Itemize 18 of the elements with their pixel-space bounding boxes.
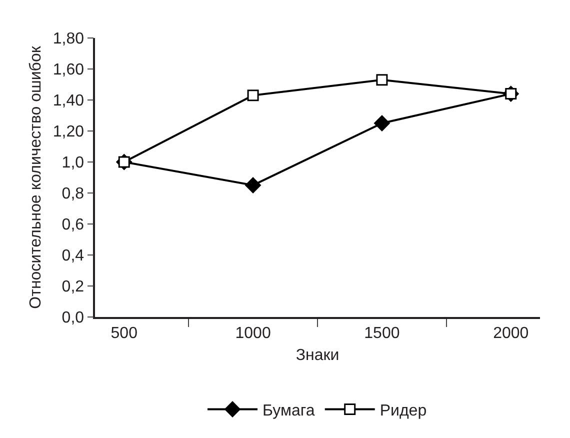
y-tick-label: 1,0 bbox=[62, 154, 84, 172]
y-tick-label: 0,0 bbox=[62, 310, 84, 327]
y-axis-title: Относительное количество ошибок bbox=[27, 45, 44, 309]
y-tick-label: 1,40 bbox=[52, 92, 84, 110]
legend-label: Бумага bbox=[262, 402, 315, 420]
y-tick-label: 1,60 bbox=[52, 62, 84, 79]
y-tick-label: 1,80 bbox=[52, 30, 84, 48]
y-tick-label: 1,20 bbox=[52, 124, 84, 141]
legend-label: Ридер bbox=[380, 402, 427, 420]
x-tick-label: 1000 bbox=[235, 324, 271, 342]
y-tick-label: 0,4 bbox=[62, 248, 84, 265]
y-tick-label: 0,2 bbox=[62, 278, 84, 296]
x-axis-title: Знаки bbox=[296, 347, 340, 364]
x-tick-label: 2000 bbox=[493, 324, 529, 342]
x-tick-label: 500 bbox=[110, 324, 138, 342]
y-tick-label: 0,8 bbox=[62, 186, 84, 203]
x-tick-label: 1500 bbox=[364, 324, 400, 342]
y-tick-label: 0,6 bbox=[62, 216, 84, 234]
